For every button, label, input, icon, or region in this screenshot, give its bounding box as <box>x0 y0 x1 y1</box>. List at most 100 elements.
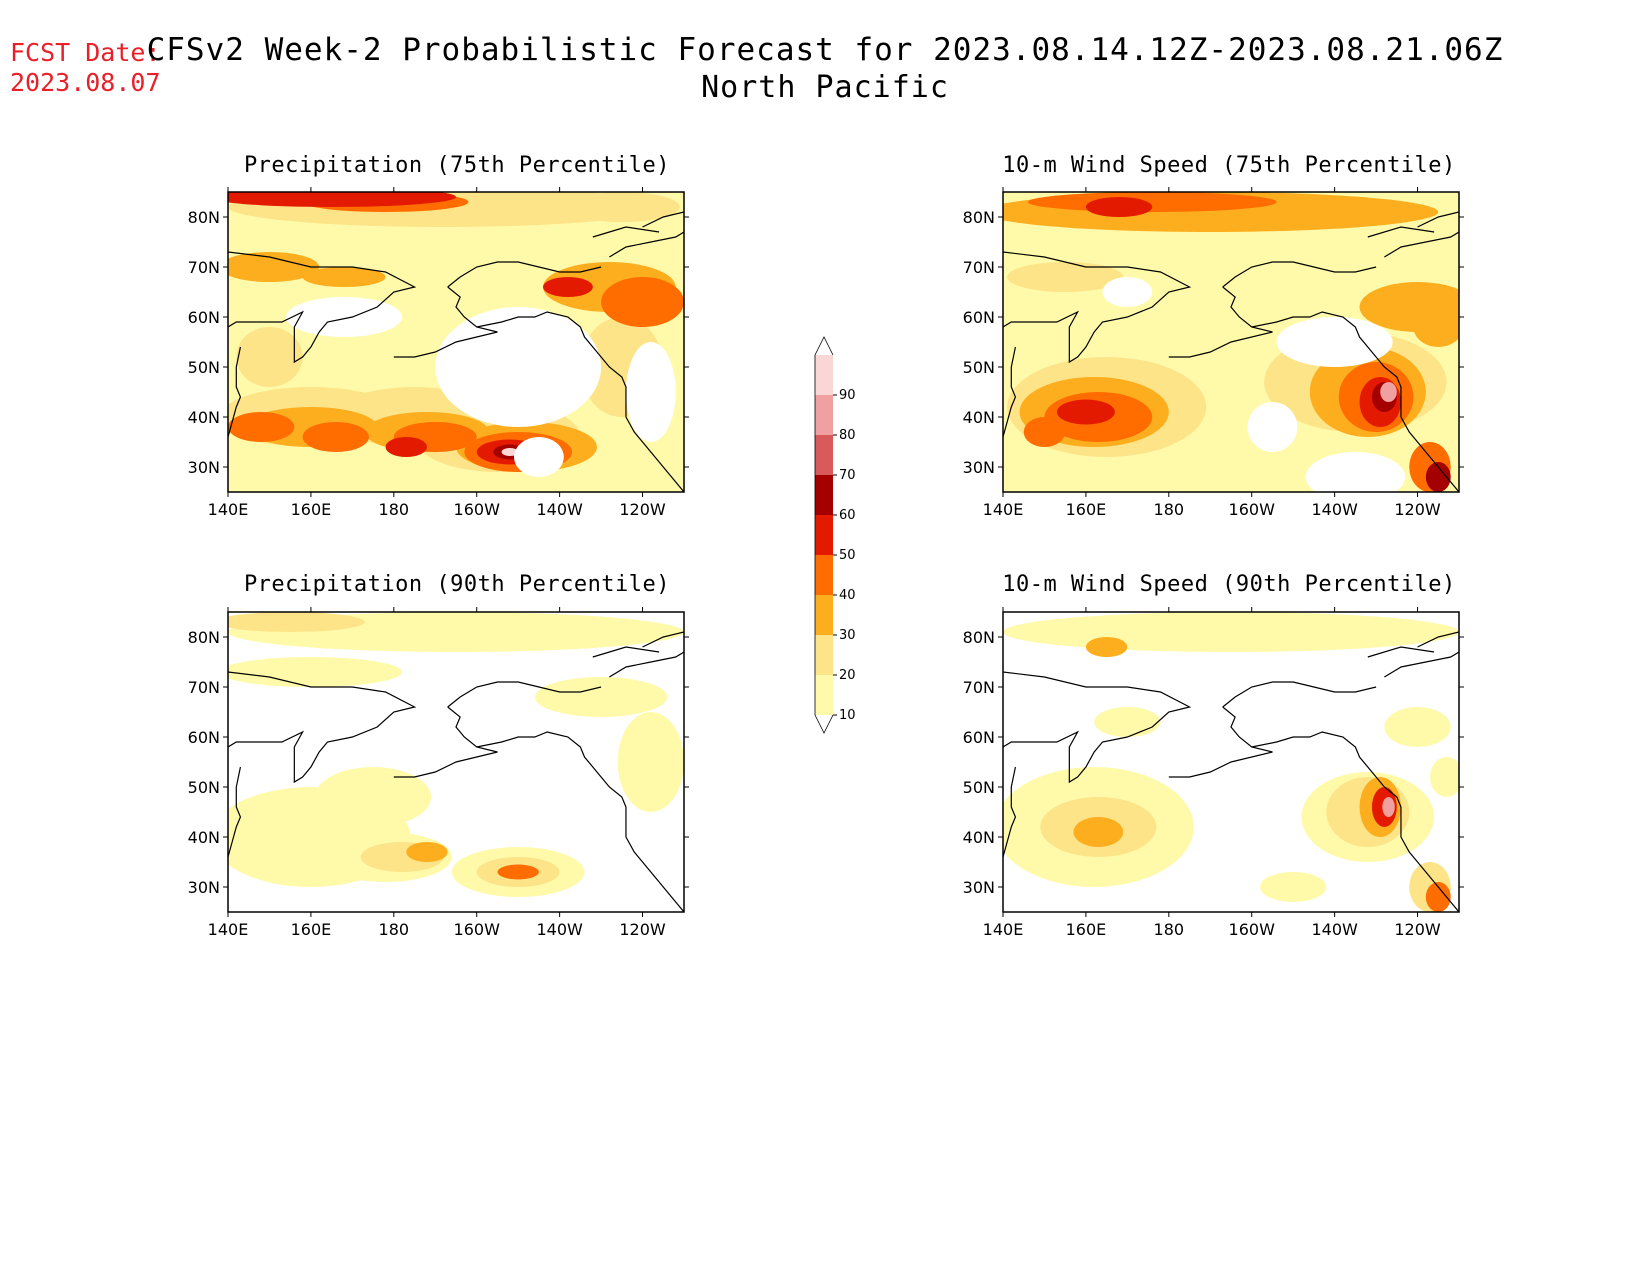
shading-blob <box>1384 707 1451 747</box>
coastline <box>1003 766 1017 858</box>
coastline <box>642 211 684 228</box>
coastline <box>1433 461 1459 492</box>
map-panel-wind75: 30N 40N 50N 60N 70N 80N 140E 160E 180 160W 140W 120… <box>963 187 1464 519</box>
shading-blob <box>563 192 680 222</box>
shading-blob <box>1085 637 1128 657</box>
lon-tick-label: 120W <box>619 500 666 519</box>
no-signal-area <box>1276 317 1393 367</box>
shading-blob <box>302 422 369 452</box>
coastline <box>393 706 498 778</box>
panel-title-precip75: Precipitation (75th Percentile) <box>243 153 671 178</box>
lon-tick-label: 140W <box>536 920 583 939</box>
colorbar-legend: 10 20 30 40 50 60 70 80 90 <box>814 336 856 734</box>
lat-tick-label: 50N <box>963 778 995 797</box>
lon-tick-label: 160E <box>291 920 332 939</box>
colorbar-tick-label: 60 <box>839 508 856 523</box>
map-frame <box>227 191 685 493</box>
shading-blob <box>228 612 365 632</box>
shading-blob <box>534 677 668 717</box>
shading-blob <box>1425 882 1451 912</box>
page-title: CFSv2 Week-2 Probabilistic Forecast for … <box>0 32 1650 105</box>
coastline <box>1367 646 1435 658</box>
shading-blob <box>315 767 432 827</box>
coastline <box>1251 311 1435 463</box>
lat-tick-label: 40N <box>188 408 220 427</box>
shading-blob <box>601 277 684 327</box>
lat-tick-label: 30N <box>188 878 220 897</box>
coastline <box>1003 251 1192 364</box>
lat-tick-label: 60N <box>963 728 995 747</box>
lat-tick-label: 80N <box>963 208 995 227</box>
no-signal-area <box>286 297 403 337</box>
map-frame <box>227 611 685 913</box>
panel-title-wind90: 10-m Wind Speed (90th Percentile) <box>1002 572 1456 597</box>
coastline <box>1384 231 1459 258</box>
shading-blob <box>1094 707 1161 737</box>
coastline <box>447 681 602 708</box>
lat-tick-label: 40N <box>188 828 220 847</box>
coastline <box>658 881 684 912</box>
colorbar-tick-label: 40 <box>839 588 856 603</box>
lon-tick-label: 140W <box>1311 920 1358 939</box>
shading-blob <box>617 712 684 812</box>
coastline <box>658 461 684 492</box>
shading-blob <box>1382 797 1395 817</box>
lat-tick-label: 70N <box>188 678 220 697</box>
shading-blob <box>385 437 427 457</box>
shading-blob <box>1085 197 1153 217</box>
colorbar-swatch <box>815 515 833 555</box>
colorbar-tick-label: 70 <box>839 468 856 483</box>
lat-tick-label: 50N <box>188 358 220 377</box>
map-frame <box>1002 611 1460 913</box>
coastline <box>228 346 242 438</box>
coastline <box>1222 261 1377 288</box>
coastline <box>1003 671 1192 784</box>
coastline <box>1384 651 1459 678</box>
coastline <box>1251 731 1435 883</box>
colorbar-swatch <box>815 435 833 475</box>
shading-blob <box>1380 382 1397 402</box>
coastline <box>228 251 417 364</box>
shading-blob <box>1003 612 1459 652</box>
panel-title-precip90: Precipitation (90th Percentile) <box>243 572 671 597</box>
lat-tick-label: 50N <box>963 358 995 377</box>
shading-blob <box>1260 872 1327 902</box>
shading-blob <box>228 412 295 442</box>
lat-tick-label: 30N <box>963 458 995 477</box>
no-signal-area <box>435 307 602 427</box>
colorbar-tick-label: 20 <box>839 668 856 683</box>
lat-tick-label: 70N <box>188 258 220 277</box>
coastline <box>1168 706 1273 778</box>
coastline <box>1433 881 1459 912</box>
lat-tick-label: 60N <box>963 308 995 327</box>
no-signal-area <box>1247 402 1298 452</box>
colorbar-tick-label: 90 <box>839 388 856 403</box>
colorbar-swatch <box>815 395 833 435</box>
lon-tick-label: 160E <box>1066 920 1107 939</box>
lat-tick-label: 70N <box>963 678 995 697</box>
shading-blob <box>1425 462 1451 492</box>
colorbar-swatch <box>815 555 833 595</box>
shading-blob <box>1413 307 1459 347</box>
shading-blob <box>228 192 456 207</box>
lat-tick-label: 40N <box>963 828 995 847</box>
shading-blob <box>1056 399 1115 425</box>
coastline <box>1417 631 1459 648</box>
coastline <box>1417 211 1459 228</box>
shading-blob <box>302 267 386 287</box>
map-panel-precip75: 30N 40N 50N 60N 70N 80N 140E 160E 180 160W 140W 120… <box>188 187 689 519</box>
lon-tick-label: 160W <box>1229 920 1276 939</box>
coastline <box>476 731 660 883</box>
shading-blob <box>1023 417 1066 447</box>
shading-blob <box>236 327 303 387</box>
shading-blob <box>501 448 519 456</box>
lat-tick-label: 60N <box>188 308 220 327</box>
colorbar-swatch <box>815 675 833 715</box>
shading-blob <box>1007 262 1124 292</box>
colorbar-swatch <box>815 475 833 515</box>
lon-tick-label: 180 <box>379 920 410 939</box>
map-panel-wind90: 30N 40N 50N 60N 70N 80N 140E 160E 180 160W 140W 120… <box>963 607 1464 939</box>
lat-tick-label: 30N <box>963 878 995 897</box>
lat-tick-label: 80N <box>963 628 995 647</box>
shading-blob <box>228 657 403 687</box>
